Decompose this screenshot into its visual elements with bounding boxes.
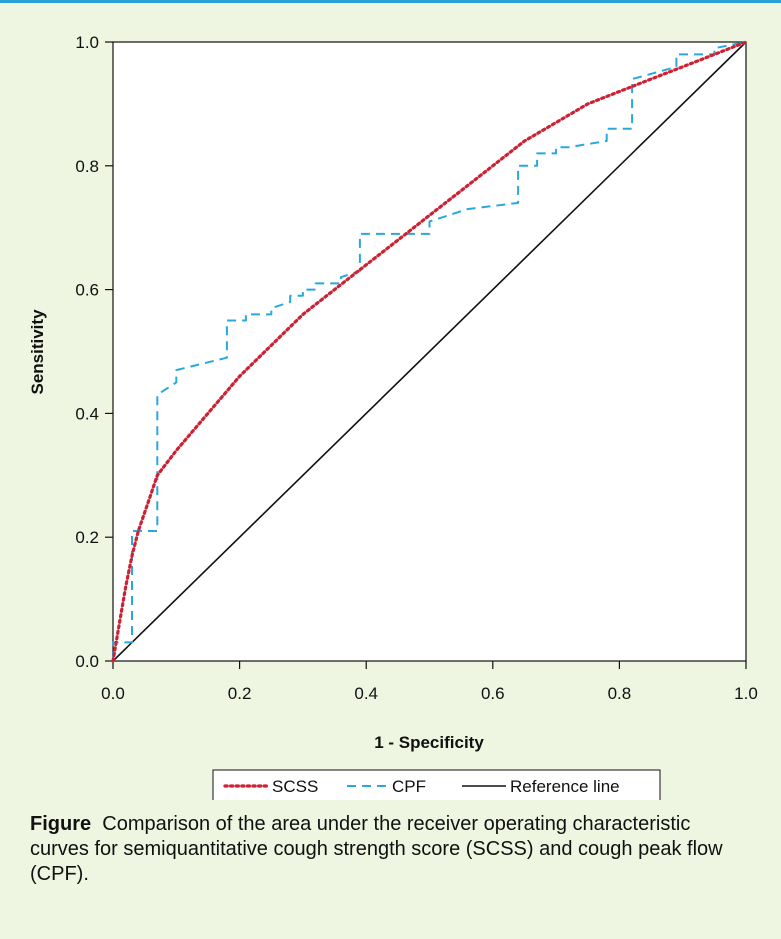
legend-label-scss: SCSS xyxy=(272,777,318,796)
legend: SCSS CPF Reference line xyxy=(212,769,661,800)
y-tick-label: 1.0 xyxy=(75,33,99,52)
series-line-scss xyxy=(111,40,748,663)
x-tick-label: 0.8 xyxy=(608,684,632,703)
caption-text: Comparison of the area under the receive… xyxy=(30,813,723,885)
y-tick-label: 0.2 xyxy=(75,528,99,547)
legend-label-cpf: CPF xyxy=(392,777,426,796)
figure-caption: Figure Comparison of the area under the … xyxy=(30,812,750,887)
legend-box xyxy=(212,769,661,800)
y-tick-label: 0.8 xyxy=(75,157,99,176)
x-axis: 0.0 0.2 0.4 0.6 0.8 1.0 xyxy=(101,661,758,703)
series-layer xyxy=(111,40,748,663)
caption-label: Figure xyxy=(30,813,92,835)
x-tick-label: 0.6 xyxy=(481,684,505,703)
legend-label-reference-line: Reference line xyxy=(510,777,620,796)
y-axis: 0.0 0.2 0.4 0.6 0.8 1.0 xyxy=(75,33,113,671)
y-tick-label: 0.6 xyxy=(75,281,99,300)
x-tick-label: 1.0 xyxy=(734,684,758,703)
series-line-reference-line xyxy=(112,41,747,662)
y-axis-label: Sensitivity xyxy=(28,309,47,395)
y-tick-label: 0.4 xyxy=(75,404,99,423)
x-tick-label: 0.2 xyxy=(228,684,252,703)
series-line-cpf xyxy=(112,41,747,661)
x-axis-label: 1 - Specificity xyxy=(374,733,484,752)
top-rule xyxy=(0,0,781,3)
y-tick-label: 0.0 xyxy=(75,652,99,671)
roc-chart: 0.0 0.2 0.4 0.6 0.8 1.0 0.0 0.2 0.4 0.6 0.8 1.0 1 … xyxy=(28,33,758,800)
x-tick-label: 0.0 xyxy=(101,684,125,703)
x-tick-label: 0.4 xyxy=(354,684,378,703)
